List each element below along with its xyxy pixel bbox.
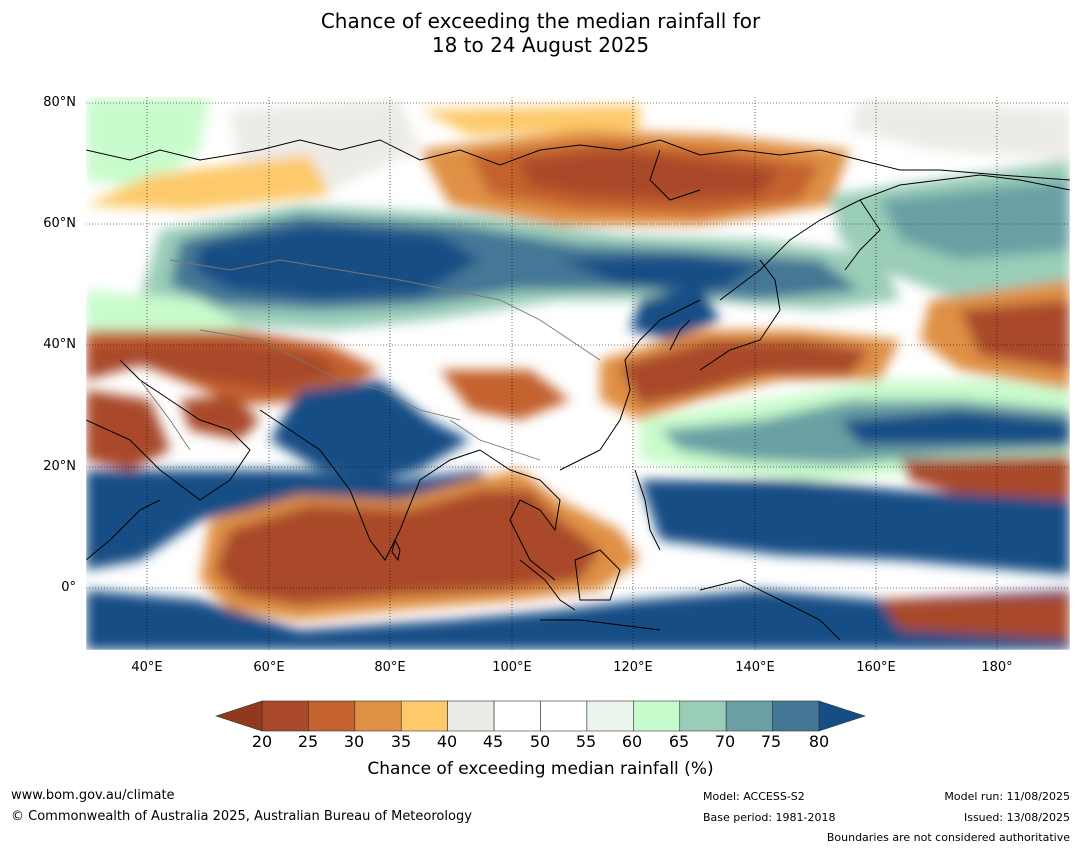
lon-label-140e: 140°E bbox=[735, 660, 775, 675]
footer-base-period: Base period: 1981-2018 bbox=[703, 811, 836, 824]
rainfall-probability-map bbox=[85, 96, 1071, 651]
lon-label-60e: 60°E bbox=[253, 660, 285, 675]
lon-label-180: 180° bbox=[981, 660, 1013, 675]
colorbar-tick: 40 bbox=[436, 732, 458, 751]
colorbar-segment bbox=[586, 700, 634, 732]
colorbar-tick: 50 bbox=[529, 732, 551, 751]
footer-disclaimer: Boundaries are not considered authoritat… bbox=[826, 831, 1070, 844]
colorbar-tick: 25 bbox=[297, 732, 319, 751]
colorbar-tick: 45 bbox=[482, 732, 504, 751]
map-title-line-1: Chance of exceeding the median rainfall … bbox=[320, 9, 761, 33]
lat-label-20n: 20°N bbox=[43, 459, 76, 474]
colorbar-segment bbox=[308, 700, 356, 732]
footer-model-run: Model run: 11/08/2025 bbox=[944, 790, 1070, 803]
map-field bbox=[86, 97, 1070, 650]
colorbar-segment bbox=[679, 700, 727, 732]
colorbar-segment bbox=[725, 700, 773, 732]
footer-website: www.bom.gov.au/climate bbox=[11, 788, 175, 803]
colorbar-segment bbox=[354, 700, 402, 732]
colorbar-segment bbox=[540, 700, 588, 732]
colorbar-label: Chance of exceeding median rainfall (%) bbox=[367, 759, 714, 779]
colorbar-segment bbox=[400, 700, 448, 732]
lat-label-60n: 60°N bbox=[43, 216, 76, 231]
colorbar-tick: 20 bbox=[251, 732, 273, 751]
colorbar-segment bbox=[493, 700, 541, 732]
colorbar-segment bbox=[772, 700, 820, 732]
coastlines bbox=[86, 139, 1070, 641]
colorbar-tick: 70 bbox=[714, 732, 736, 751]
country-boundaries bbox=[139, 259, 601, 461]
footer-model: Model: ACCESS-S2 bbox=[703, 790, 805, 803]
lon-label-80e: 80°E bbox=[374, 660, 406, 675]
footer-issued: Issued: 13/08/2025 bbox=[963, 811, 1070, 824]
footer-copyright: © Commonwealth of Australia 2025, Austra… bbox=[11, 809, 472, 824]
colorbar-tick: 80 bbox=[808, 732, 830, 751]
lon-label-120e: 120°E bbox=[613, 660, 653, 675]
colorbar-segment bbox=[633, 700, 681, 732]
colorbar-tick: 75 bbox=[760, 732, 782, 751]
colorbar-tick: 65 bbox=[668, 732, 690, 751]
lat-label-80n: 80°N bbox=[43, 95, 76, 110]
lat-label-40n: 40°N bbox=[43, 337, 76, 352]
colorbar-tick: 30 bbox=[343, 732, 365, 751]
lon-label-40e: 40°E bbox=[131, 660, 163, 675]
lon-label-160e: 160°E bbox=[856, 660, 896, 675]
colorbar-tick: 55 bbox=[575, 732, 597, 751]
lon-label-100e: 100°E bbox=[492, 660, 532, 675]
colorbar-under-arrow bbox=[215, 700, 263, 732]
colorbar-over-arrow bbox=[818, 700, 866, 732]
lat-label-0: 0° bbox=[61, 580, 76, 595]
colorbar-tick: 35 bbox=[390, 732, 412, 751]
colorbar-segment bbox=[447, 700, 495, 732]
colorbar-tick: 60 bbox=[621, 732, 643, 751]
map-title-line-2: 18 to 24 August 2025 bbox=[431, 33, 650, 57]
colorbar-segment bbox=[261, 700, 309, 732]
